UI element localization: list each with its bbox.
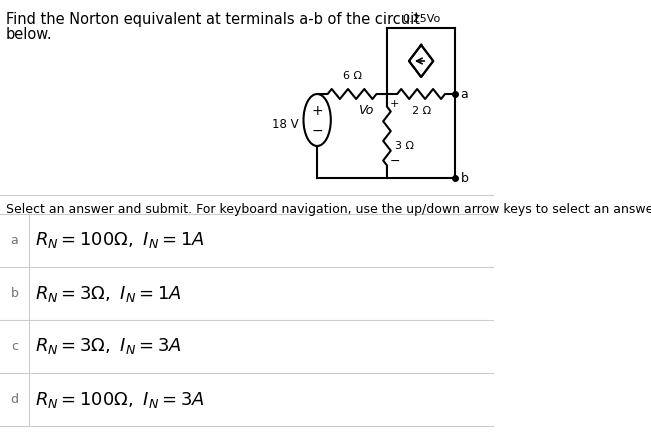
Text: Select an answer and submit. For keyboard navigation, use the up/down arrow keys: Select an answer and submit. For keyboar… xyxy=(6,203,651,216)
Text: −: − xyxy=(390,155,400,168)
Text: $R_N = 100\Omega,\ I_N = 3A$: $R_N = 100\Omega,\ I_N = 3A$ xyxy=(35,389,204,409)
Text: −: − xyxy=(311,124,323,138)
Text: a: a xyxy=(10,234,18,247)
Text: Vo: Vo xyxy=(358,104,373,117)
Text: $R_N = 3\Omega,\ I_N = 1A$: $R_N = 3\Omega,\ I_N = 1A$ xyxy=(35,284,182,304)
Text: below.: below. xyxy=(6,27,53,42)
Text: 6 Ω: 6 Ω xyxy=(342,71,361,81)
Text: $R_N = 3\Omega,\ I_N = 3A$: $R_N = 3\Omega,\ I_N = 3A$ xyxy=(35,336,182,357)
Text: 0.25Vo: 0.25Vo xyxy=(402,14,440,24)
Text: $R_N = 100\Omega,\ I_N = 1A$: $R_N = 100\Omega,\ I_N = 1A$ xyxy=(35,230,204,250)
Text: Find the Norton equivalent at terminals a-b of the circuit: Find the Norton equivalent at terminals … xyxy=(6,12,420,27)
Polygon shape xyxy=(409,45,434,77)
Text: +: + xyxy=(311,104,323,118)
Text: b: b xyxy=(460,171,469,184)
Text: a: a xyxy=(460,87,468,101)
Text: +: + xyxy=(390,99,399,109)
Text: 18 V: 18 V xyxy=(272,118,299,131)
Text: 3 Ω: 3 Ω xyxy=(395,141,414,151)
Text: b: b xyxy=(10,287,18,300)
Text: c: c xyxy=(11,340,18,353)
Text: d: d xyxy=(10,393,18,406)
Text: 2 Ω: 2 Ω xyxy=(411,106,431,116)
